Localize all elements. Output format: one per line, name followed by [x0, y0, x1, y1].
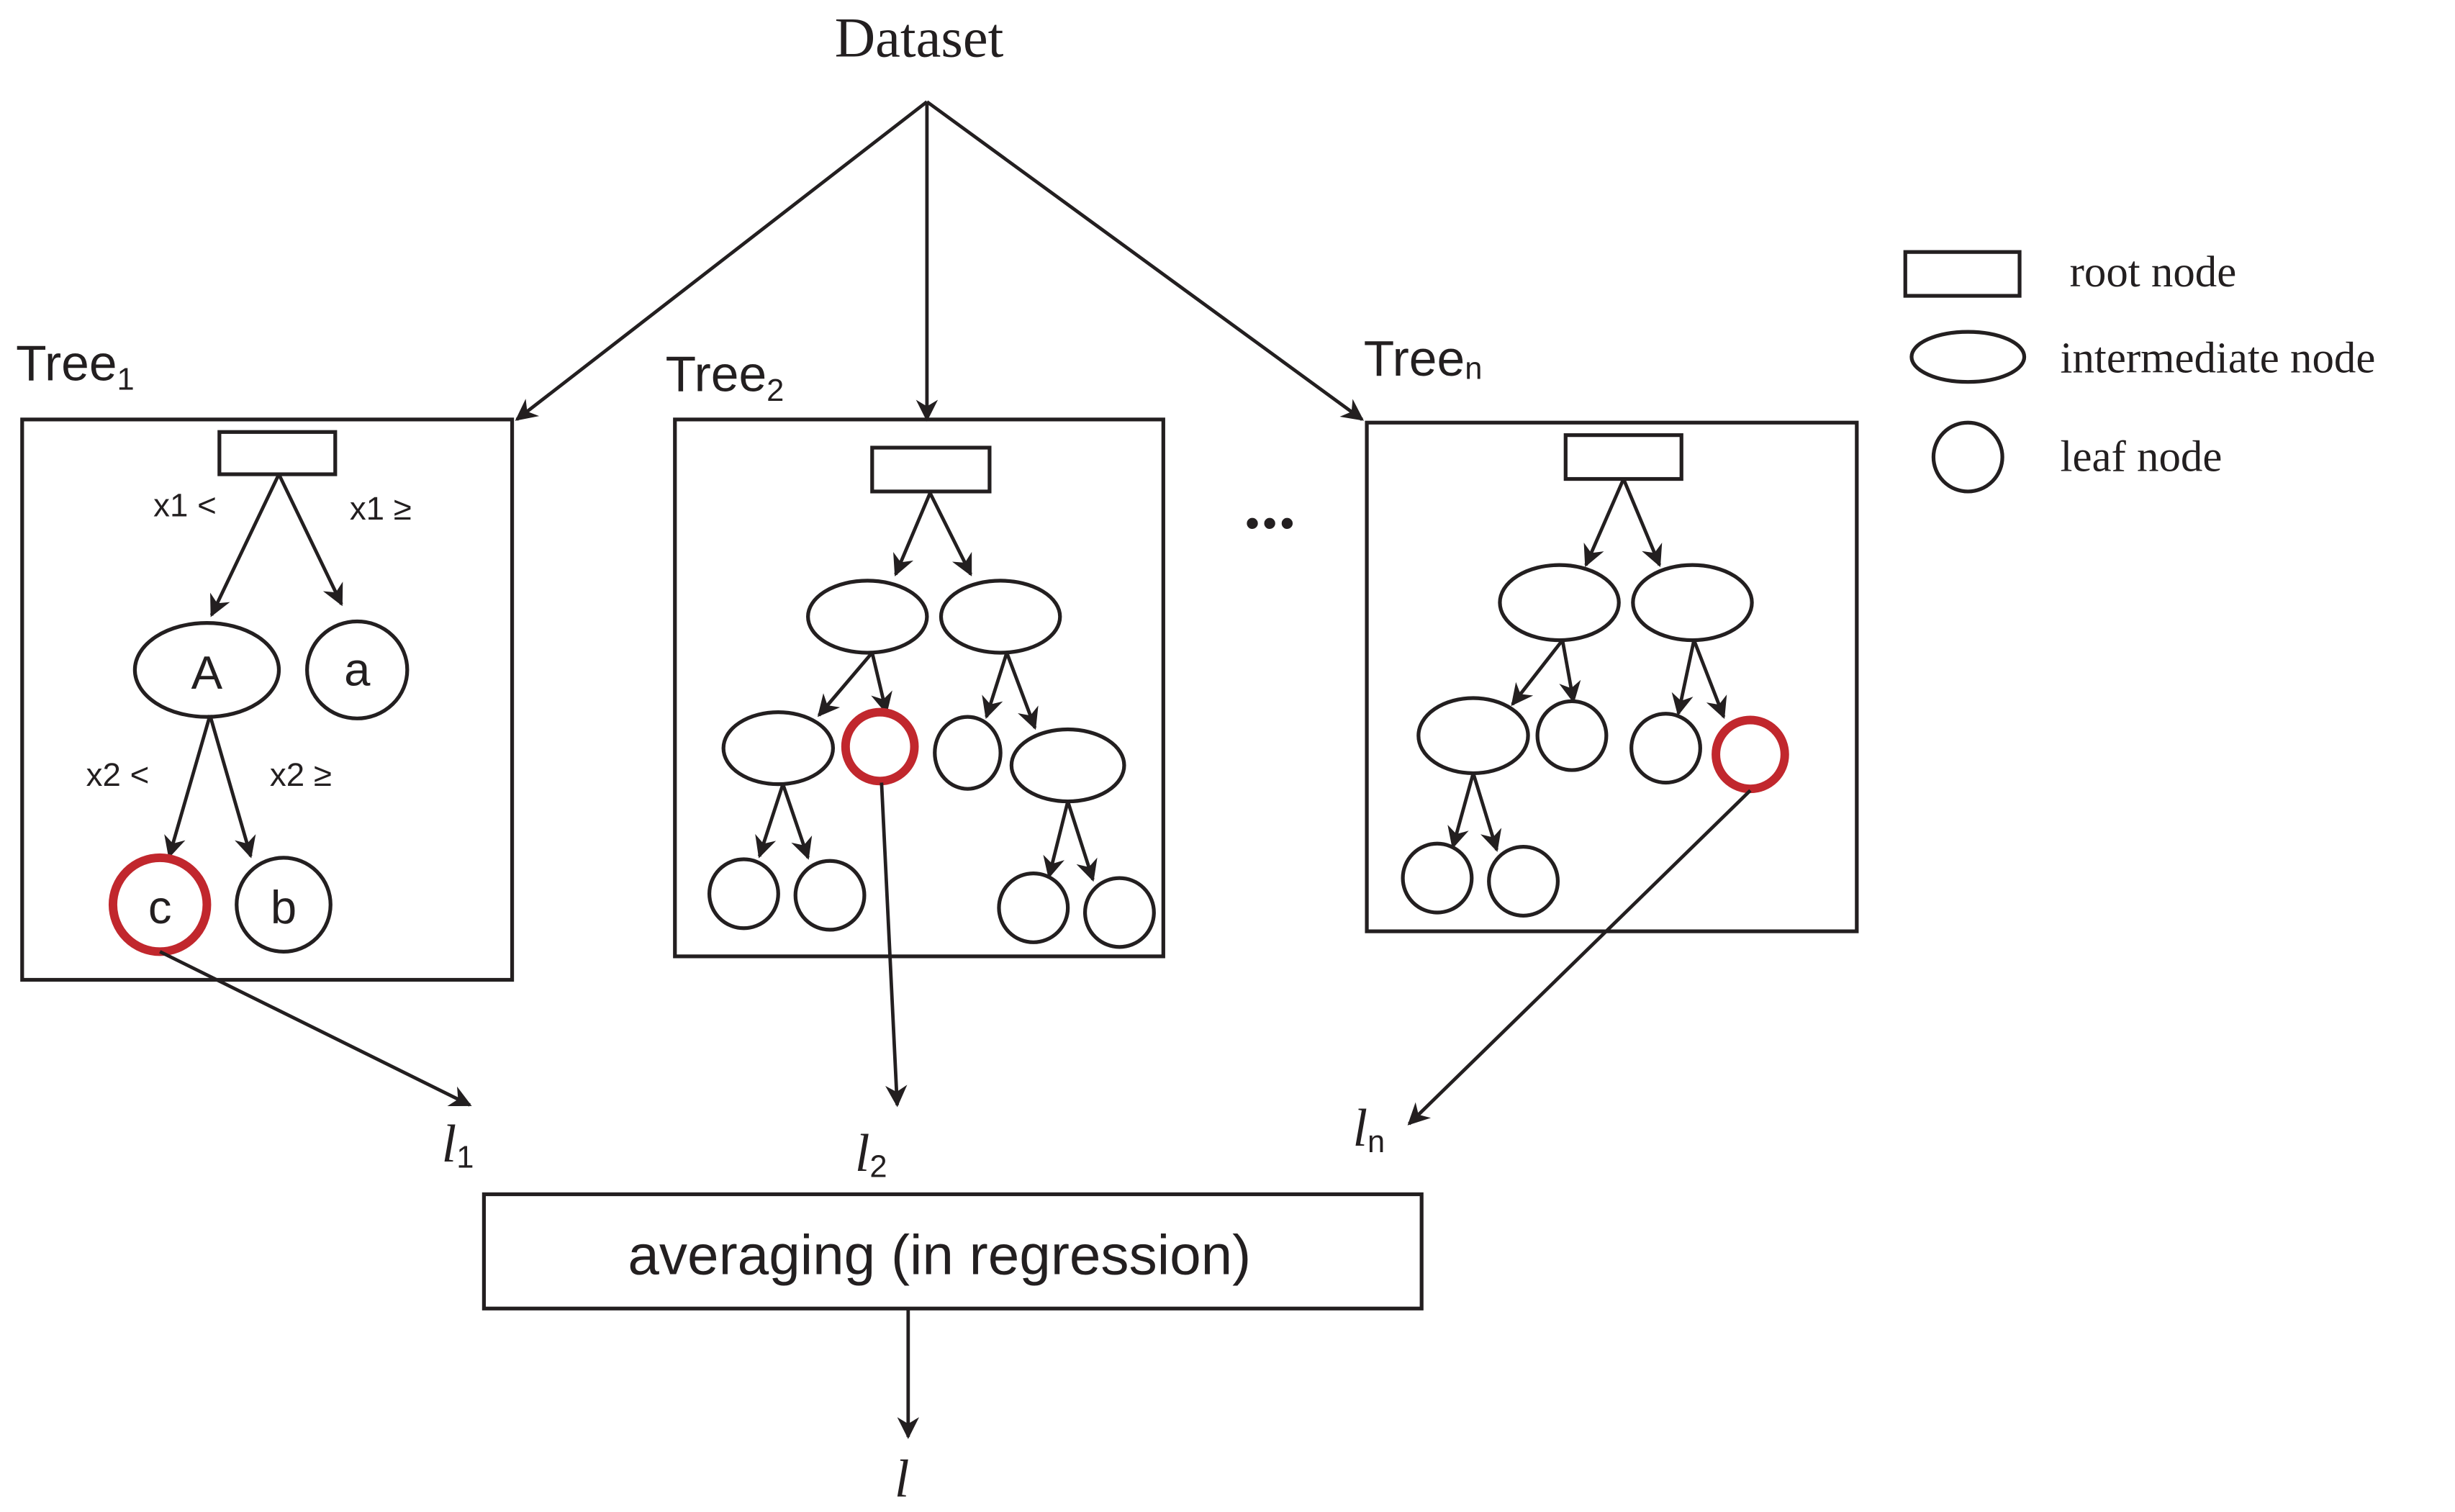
- arrow: [893, 492, 932, 577]
- arrow: [1066, 800, 1098, 882]
- arrow: [1005, 652, 1039, 730]
- leaf-to-output-1-arrow: [159, 950, 472, 1107]
- tree-n-leaf-node: [1401, 841, 1474, 915]
- arrow: [164, 715, 212, 859]
- legend-intermediate-label: intermediate node: [2061, 335, 2376, 383]
- arrow: [1583, 478, 1625, 567]
- legend-leaf-node-icon: [1931, 420, 2004, 494]
- arrow: [1043, 800, 1070, 879]
- tree-n-leaf-node: [1629, 712, 1702, 785]
- dataset-to-tree-n-arrow: [926, 100, 1365, 421]
- tree-2-leaf-node-highlighted: [841, 707, 919, 786]
- tree-1-leaf-node-a: [305, 619, 410, 720]
- edge-label-x1-lt: x1 <: [153, 487, 217, 524]
- node-label-a: a: [344, 643, 371, 696]
- arrow: [1447, 772, 1475, 849]
- tree-2-leaf-node: [933, 715, 1003, 791]
- arrow: [209, 473, 281, 617]
- aggregator-label: averaging (in regression): [628, 1223, 1251, 1286]
- arrow: [1471, 772, 1502, 852]
- edge-label-x2-ge: x2 ≥: [270, 756, 332, 793]
- tree-n-leaf-node: [1487, 845, 1560, 918]
- tree-2-intermediate-node: [806, 579, 929, 655]
- tree-n-leaf-node-highlighted: [1712, 715, 1789, 794]
- arrow: [277, 473, 343, 607]
- arrow: [1692, 639, 1727, 719]
- tree-1-label: Tree1: [16, 335, 135, 397]
- tree-2-leaf-node: [1082, 876, 1156, 949]
- tree-n-leaf-node: [1535, 699, 1609, 772]
- node-label-A: A: [191, 646, 223, 699]
- node-label-b: b: [271, 881, 297, 933]
- arrow: [928, 492, 972, 576]
- edge-label-x1-ge: x1 ≥: [350, 490, 412, 527]
- output-1: l1: [442, 1114, 474, 1175]
- tree-2-leaf-node: [793, 859, 867, 932]
- arrow: [1671, 640, 1696, 716]
- arrow: [982, 652, 1009, 720]
- tree-2-leaf-node: [997, 872, 1070, 944]
- tree-n-intermediate-node: [1498, 563, 1621, 643]
- arrow: [781, 783, 813, 860]
- tree-n-intermediate-node: [1631, 563, 1754, 643]
- diagram-shapes: [20, 100, 2027, 1439]
- leaf-to-output-2-arrow: [880, 782, 908, 1108]
- tree-2-intermediate-node: [1009, 727, 1126, 804]
- tree-1-leaf-node-b: [235, 856, 333, 954]
- output-n: ln: [1352, 1098, 1385, 1159]
- tree-n-root-node: [1563, 433, 1683, 481]
- ellipsis: •••: [1245, 500, 1297, 546]
- output-2: l2: [855, 1123, 887, 1185]
- tree-2-intermediate-node: [939, 579, 1062, 655]
- arrow: [1511, 639, 1564, 707]
- arrow: [1622, 478, 1663, 567]
- legend-root-node-icon: [1903, 250, 2022, 298]
- legend-root-label: root node: [2070, 248, 2237, 296]
- legend-leaf-label: leaf node: [2061, 433, 2223, 481]
- arrow: [755, 783, 785, 859]
- legend-intermediate-node-icon: [1909, 330, 2027, 384]
- arrow: [208, 715, 256, 859]
- leaf-to-output-n-arrow: [1407, 789, 1752, 1126]
- arrow: [817, 651, 874, 717]
- tree-n-intermediate-node: [1416, 696, 1530, 776]
- tree-2-leaf-node: [707, 857, 780, 931]
- tree-n-label: Treen: [1364, 330, 1483, 386]
- tree-2-root-node: [870, 445, 992, 494]
- dataset-label: Dataset: [835, 6, 1004, 68]
- final-output: l: [895, 1449, 910, 1508]
- tree-2-label: Tree2: [666, 346, 785, 408]
- node-label-c: c: [148, 881, 172, 933]
- aggregator-box: [481, 1192, 1424, 1310]
- arrow: [870, 652, 892, 715]
- tree-1-root-node: [217, 430, 338, 476]
- dataset-to-tree-1-arrow: [515, 100, 928, 421]
- edge-label-x2-lt: x2 <: [86, 756, 150, 793]
- arrow: [1559, 640, 1581, 704]
- tree-2-intermediate-node: [721, 710, 836, 787]
- tree-1-intermediate-node-A: [132, 621, 281, 719]
